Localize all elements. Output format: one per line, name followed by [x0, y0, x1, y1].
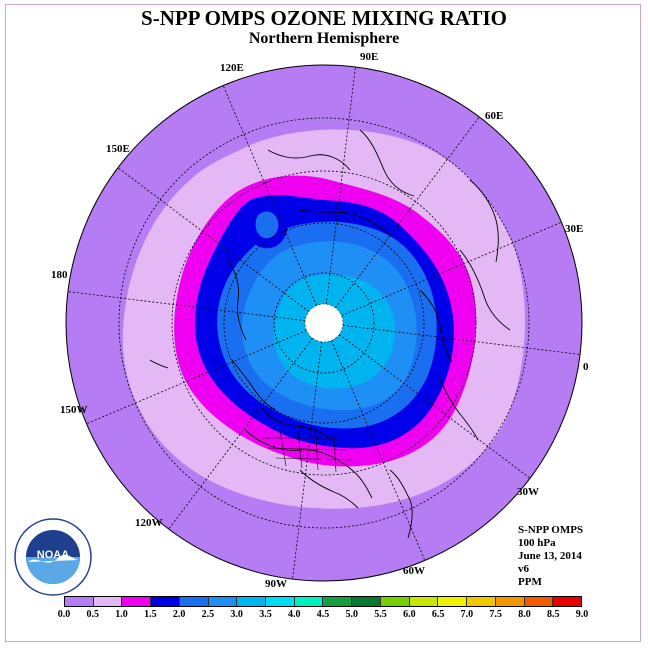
color-scale-segment — [524, 597, 554, 606]
lon-label-150e: 150E — [106, 143, 130, 155]
color-scale-segment — [323, 597, 353, 606]
color-scale-tick-label: 3.5 — [259, 609, 272, 620]
color-scale-tick-label: 3.0 — [230, 609, 243, 620]
color-scale-tick-label: 7.0 — [460, 609, 474, 620]
map-title: S-NPP OMPS OZONE MIXING RATIO — [141, 6, 507, 30]
color-scale-segment — [553, 597, 581, 606]
color-scale-tick-label: 2.0 — [172, 609, 186, 620]
color-scale-segment — [93, 597, 123, 606]
color-scale-tick-label: 5.0 — [345, 609, 359, 620]
color-scale-tick-label: 5.5 — [374, 609, 387, 620]
color-scale-tick-label: 0.5 — [86, 609, 100, 620]
noaa-logo-text: NOAA — [37, 549, 69, 561]
lon-label-150w: 150W — [60, 404, 88, 416]
color-scale-segment — [467, 597, 496, 606]
map-band-pocket-inner — [255, 211, 279, 239]
figure-frame — [5, 4, 641, 642]
info-block: S-NPP OMPS 100 hPa June 13, 2014 v6 PPM — [518, 524, 583, 589]
color-scale-tick-label: 4.5 — [316, 609, 330, 620]
color-scale-tick-label: 0.0 — [57, 609, 71, 620]
polar-cap-no-data — [304, 303, 344, 343]
map-subtitle: Northern Hemisphere — [248, 30, 400, 47]
color-scale-segment — [352, 597, 381, 606]
lon-label-90e: 90E — [360, 51, 379, 63]
color-scale-segment — [266, 597, 295, 606]
color-scale-segment — [409, 597, 439, 606]
color-scale-ticks: 0.0 0.5 1.0 1.5 2.0 2.5 3.0 3.5 4.0 4.5 5.0 5.5 6.0 6… — [58, 609, 589, 623]
color-scale-tick-label: 8.0 — [518, 609, 531, 620]
info-units: PPM — [518, 576, 542, 588]
color-scale-tick-label: 8.5 — [546, 609, 560, 620]
state-boundaries — [262, 429, 353, 473]
lon-label-60w: 60W — [403, 565, 425, 577]
color-scale-tick-label: 2.5 — [201, 609, 215, 620]
lon-label-180: 180 — [51, 269, 68, 281]
color-scale-segment — [237, 597, 267, 606]
lon-label-0: 0 — [583, 361, 589, 373]
color-scale-segment — [65, 597, 94, 606]
color-scale-tick-label: 1.5 — [144, 609, 157, 620]
lon-label-30e: 30E — [565, 223, 584, 235]
info-date: June 13, 2014 — [518, 550, 582, 562]
graticule-circles — [118, 117, 530, 529]
color-scale-segment — [208, 597, 238, 606]
lon-label-90w: 90W — [265, 578, 287, 590]
lon-label-120w: 120W — [135, 517, 163, 529]
color-scale-tick-label: 9.0 — [575, 609, 589, 620]
color-scale-segment — [495, 597, 525, 606]
lon-label-60e: 60E — [485, 110, 504, 122]
info-level: 100 hPa — [518, 537, 556, 549]
color-scale-segment — [151, 597, 180, 606]
color-scale-segment — [179, 597, 209, 606]
color-scale-segment — [122, 597, 152, 606]
info-instrument: S-NPP OMPS — [518, 524, 584, 536]
coastlines — [149, 129, 511, 539]
color-scale-segment — [380, 597, 410, 606]
lon-label-120e: 120E — [220, 62, 244, 74]
color-scale-tick-label: 7.5 — [489, 609, 502, 620]
lon-label-30w: 30W — [517, 486, 539, 498]
color-scale-bar — [64, 596, 582, 607]
color-scale-tick-label: 4.0 — [287, 609, 301, 620]
color-scale-tick-label: 6.5 — [431, 609, 445, 620]
info-version: v6 — [518, 563, 529, 575]
color-scale-segment — [294, 597, 324, 606]
color-scale-tick-label: 1.0 — [115, 609, 128, 620]
noaa-logo: NOAA — [14, 518, 92, 596]
color-scale-segment — [438, 597, 468, 606]
color-scale-tick-label: 6.0 — [403, 609, 416, 620]
